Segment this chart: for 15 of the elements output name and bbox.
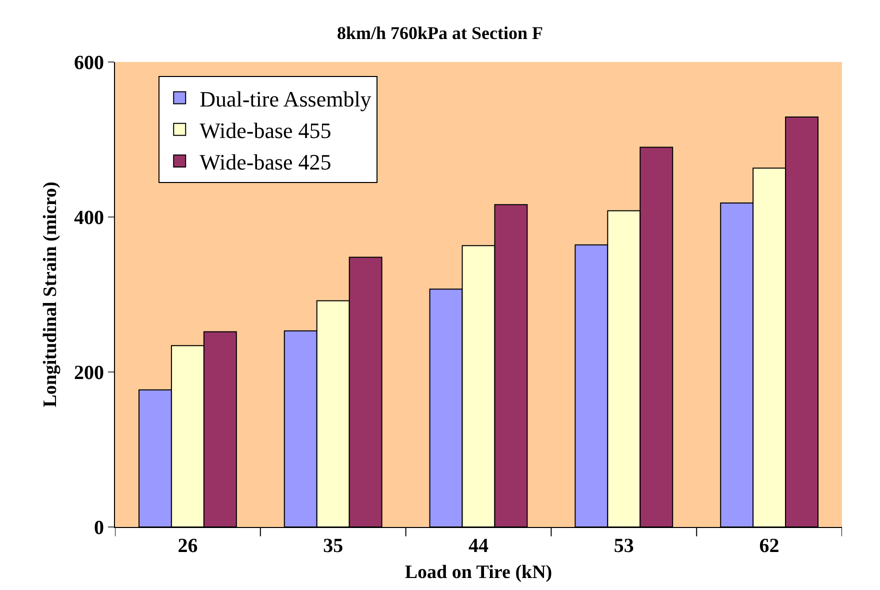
x-axis-title: Load on Tire (kN) — [404, 562, 552, 583]
y-tick-label: 400 — [74, 207, 104, 229]
legend-label: Wide-base 455 — [200, 118, 332, 143]
x-tick-label: 26 — [178, 535, 198, 557]
x-tick-label: 35 — [323, 535, 344, 557]
y-axis-title: Longitudinal Strain (micro) — [40, 182, 61, 408]
x-tick-label: 53 — [614, 535, 634, 557]
x-tick-label: 62 — [759, 535, 780, 557]
y-tick-label: 600 — [74, 52, 104, 74]
legend-label: Wide-base 425 — [200, 150, 332, 175]
chart-title: 8km/h 760kPa at Section F — [336, 23, 544, 44]
legend-label: Dual-tire Assembly — [200, 86, 372, 112]
x-tick-label: 44 — [468, 535, 488, 557]
y-tick-label: 0 — [94, 517, 104, 539]
y-tick-label: 200 — [74, 362, 104, 384]
